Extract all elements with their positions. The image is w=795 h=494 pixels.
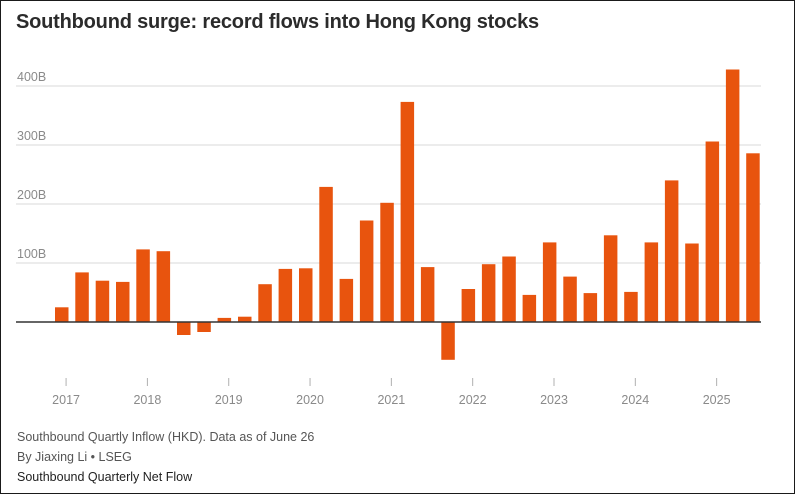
y-tick-label: 300B [17, 129, 46, 143]
x-tick-label: 2025 [703, 393, 731, 407]
x-axis: 2017 2018 2019 2020 2021 2022 2023 2024 2025 [52, 378, 731, 407]
x-tick-label: 2021 [377, 393, 405, 407]
bar-2023-q4 [624, 291, 638, 322]
y-tick-label: 200B [17, 188, 46, 202]
bar-2023-q3 [603, 235, 618, 322]
bar-2019-q3 [278, 268, 293, 322]
bar-2024-q4 [705, 141, 720, 322]
y-tick-label: 100B [17, 247, 46, 261]
bar-2017-q3 [116, 281, 130, 322]
chart-title: Southbound surge: record flows into Hong… [16, 11, 539, 33]
bar-2020-q4 [380, 202, 394, 322]
bar-2018-q3 [197, 322, 211, 332]
bar-2020-q3 [359, 220, 374, 322]
bar-2019-q4 [299, 268, 313, 322]
series-label: Southbound Quarterly Net Flow [17, 470, 193, 484]
bar-2017-q2 [95, 280, 110, 322]
bar-2024-q1 [644, 242, 659, 322]
bar-2023-q2 [583, 293, 598, 322]
bar-2021-q3 [441, 322, 455, 360]
bar-2019-q2 [258, 284, 272, 322]
bar-2019-q1 [238, 316, 252, 322]
x-tick-label: 2019 [215, 393, 243, 407]
bar-2020-q2 [339, 278, 354, 322]
source-note: Southbound Quartly Inflow (HKD). Data as… [17, 430, 315, 444]
bar-2025-q2 [746, 153, 760, 322]
x-tick-label: 2022 [459, 393, 487, 407]
bar-2021-q4 [461, 289, 476, 322]
x-tick-label: 2020 [296, 393, 324, 407]
bar-2024-q2 [664, 180, 679, 322]
bar-2018-q1 [156, 251, 171, 322]
bar-2023-q1 [563, 276, 577, 322]
bars [55, 69, 760, 360]
bar-2021-q2 [420, 267, 435, 322]
bar-2022-q2 [502, 256, 516, 322]
x-tick-label: 2018 [133, 393, 161, 407]
bar-2020-q1 [319, 186, 333, 322]
bar-2018-q2 [177, 322, 191, 335]
bar-2018-q4 [217, 317, 232, 322]
bar-2021-q1 [400, 101, 415, 323]
bar-2022-q3 [522, 294, 537, 322]
bar-2024-q3 [685, 243, 699, 322]
byline: By Jiaxing Li • LSEG [17, 450, 132, 464]
x-tick-label: 2024 [621, 393, 649, 407]
bar-2022-q1 [481, 264, 496, 322]
x-tick-label: 2017 [52, 393, 80, 407]
bar-2025-q1 [725, 69, 740, 322]
y-tick-label: 400B [17, 70, 46, 84]
bar-2016-q4 [55, 307, 69, 323]
bar-2017-q4 [136, 249, 150, 322]
x-tick-label: 2023 [540, 393, 568, 407]
bar-2022-q4 [542, 242, 557, 322]
bar-2017-q1 [75, 272, 89, 322]
